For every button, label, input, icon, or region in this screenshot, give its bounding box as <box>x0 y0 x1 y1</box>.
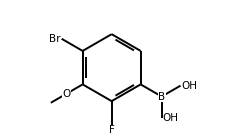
Text: O: O <box>62 89 71 99</box>
Text: B: B <box>157 91 164 102</box>
Text: OH: OH <box>180 81 196 91</box>
Text: OH: OH <box>162 113 178 123</box>
Text: F: F <box>108 125 114 135</box>
Text: Br: Br <box>49 34 60 44</box>
